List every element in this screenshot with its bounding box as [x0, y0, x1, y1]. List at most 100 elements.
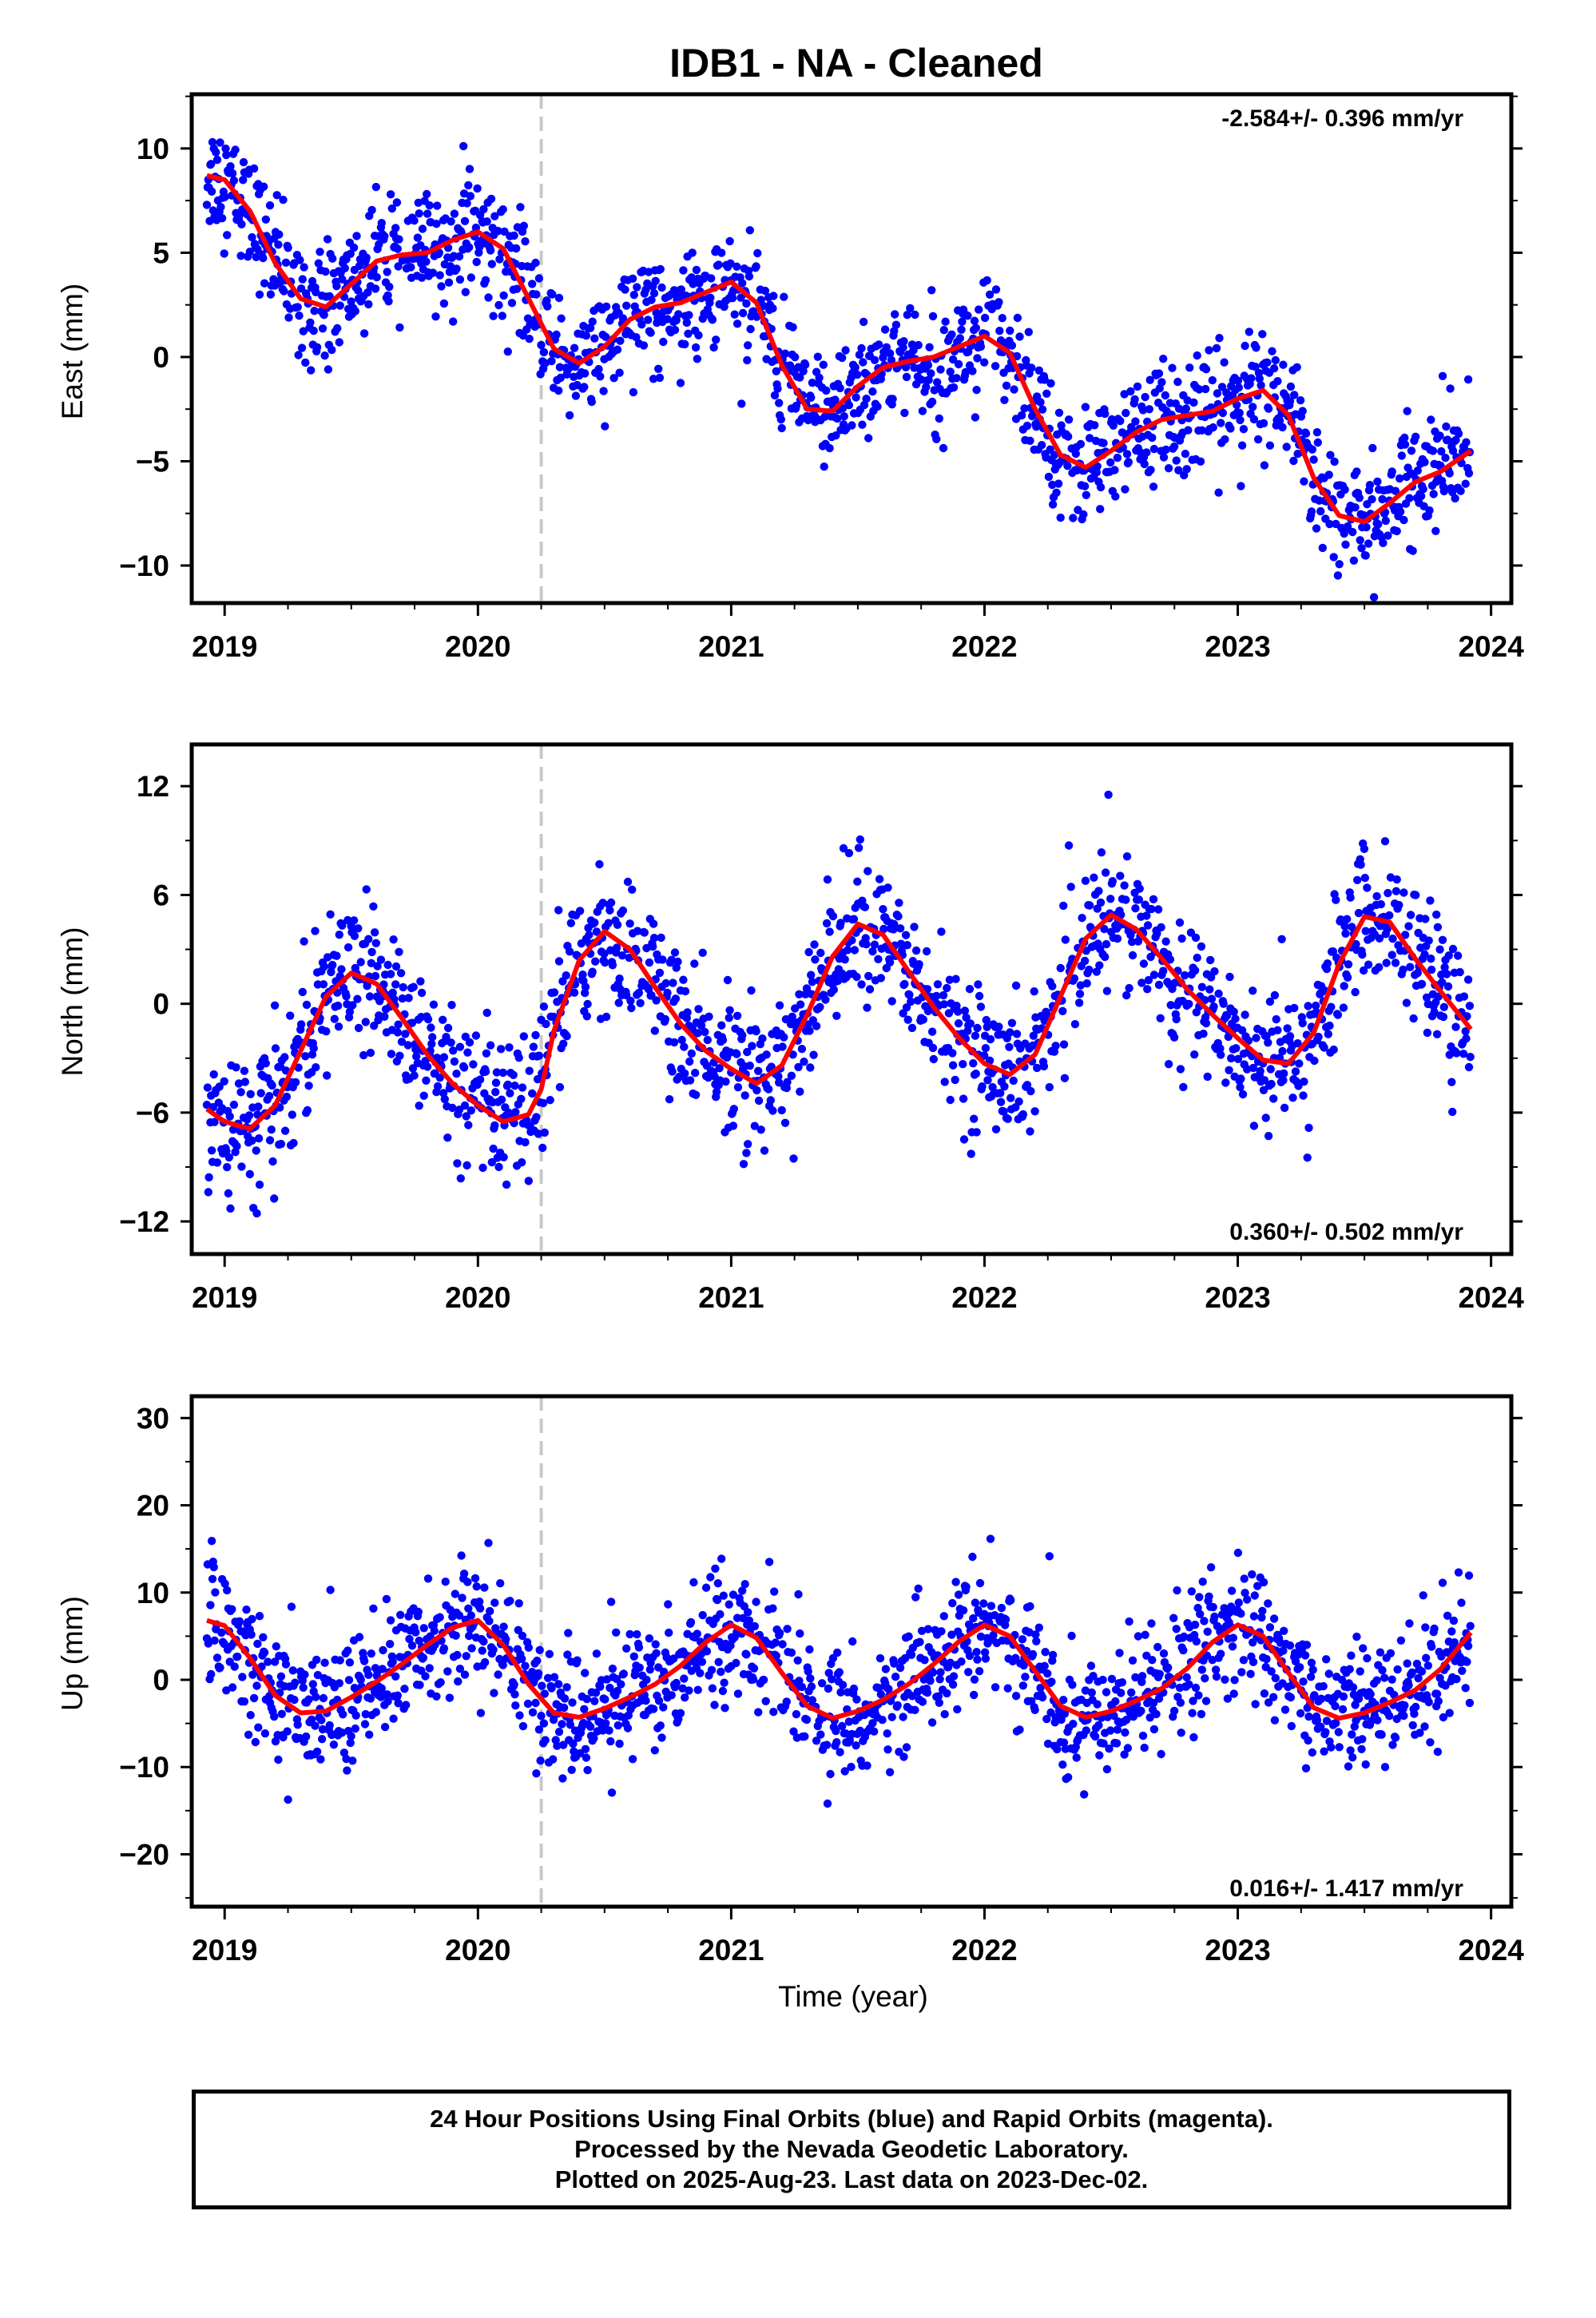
data-point: [1348, 1753, 1357, 1762]
data-point: [1337, 1675, 1347, 1685]
data-point: [870, 940, 879, 949]
data-point: [1278, 423, 1287, 432]
data-point: [1141, 392, 1149, 402]
data-point: [1205, 985, 1214, 994]
data-point: [1133, 382, 1142, 391]
data-point: [696, 1669, 705, 1677]
data-point: [1194, 1691, 1203, 1700]
data-point: [534, 274, 544, 283]
data-point: [985, 290, 995, 299]
data-point: [628, 274, 637, 283]
data-point: [270, 1001, 280, 1010]
data-point: [926, 1677, 935, 1685]
data-point: [1082, 979, 1091, 988]
data-point: [595, 859, 604, 869]
data-point: [312, 343, 322, 351]
data-point: [1126, 387, 1135, 396]
data-point: [398, 994, 407, 1003]
data-point: [1143, 985, 1152, 994]
data-point: [740, 1091, 749, 1100]
data-point: [463, 1578, 472, 1586]
data-point: [371, 939, 380, 948]
data-point: [1192, 1637, 1201, 1646]
data-point: [1259, 1086, 1268, 1095]
data-point: [952, 374, 961, 383]
data-point: [480, 1657, 490, 1667]
data-point: [1316, 1694, 1326, 1703]
data-point: [1210, 1612, 1219, 1621]
data-point: [237, 220, 246, 228]
data-point: [922, 947, 931, 956]
data-point: [300, 1670, 309, 1679]
data-point: [365, 1730, 374, 1739]
data-point: [1250, 1591, 1260, 1600]
data-point: [828, 911, 838, 921]
data-point: [372, 272, 381, 282]
data-point: [1262, 1654, 1271, 1664]
data-point: [1249, 1121, 1259, 1130]
data-point: [1448, 447, 1458, 455]
data-point: [267, 1125, 276, 1134]
data-point: [546, 1096, 554, 1105]
data-point: [1368, 443, 1377, 453]
x-tick-label: 2020: [445, 630, 510, 663]
data-point: [344, 1676, 354, 1685]
data-point: [346, 249, 355, 258]
data-point: [1176, 1698, 1185, 1707]
data-point: [838, 1721, 847, 1731]
data-point: [764, 1085, 773, 1094]
data-point: [1324, 1669, 1333, 1678]
data-point: [1168, 363, 1177, 372]
data-point: [927, 1027, 937, 1036]
data-point: [1030, 987, 1038, 996]
data-point: [1408, 546, 1417, 555]
data-point: [453, 1650, 462, 1660]
data-point: [905, 990, 914, 999]
data-point: [1074, 998, 1084, 1007]
rate-label: 0.360+/- 0.502 mm/yr: [1229, 1219, 1463, 1245]
data-point: [806, 1063, 815, 1072]
data-point: [1304, 1712, 1313, 1721]
data-point: [271, 1737, 280, 1746]
data-point: [280, 1126, 290, 1135]
data-point: [948, 1049, 957, 1058]
data-point: [1173, 1586, 1181, 1595]
y-tick-label: −5: [136, 445, 169, 478]
data-point: [1059, 1738, 1069, 1747]
data-point: [1117, 1689, 1126, 1697]
data-point: [935, 1698, 944, 1707]
data-point: [1243, 1595, 1252, 1604]
data-point: [423, 1014, 433, 1024]
data-point: [402, 1701, 411, 1709]
data-point: [1236, 1083, 1245, 1092]
data-point: [497, 1095, 506, 1104]
data-point: [1302, 1641, 1312, 1649]
data-point: [729, 1590, 738, 1599]
data-point: [946, 367, 955, 376]
data-point: [1361, 1760, 1370, 1769]
data-point: [923, 1688, 932, 1697]
data-point: [681, 1693, 689, 1702]
data-point: [812, 1737, 821, 1745]
data-point: [359, 1657, 369, 1665]
data-point: [529, 1042, 538, 1051]
data-point: [1409, 1014, 1418, 1023]
data-point: [1122, 450, 1132, 458]
data-point: [478, 1163, 487, 1173]
data-point: [1234, 383, 1244, 392]
data-point: [204, 1188, 212, 1197]
data-point: [1145, 375, 1154, 384]
data-point: [752, 262, 760, 271]
data-point: [1225, 972, 1234, 982]
data-point: [894, 912, 903, 921]
data-point: [1312, 524, 1321, 533]
data-point: [971, 323, 981, 332]
data-point: [1269, 1693, 1278, 1701]
data-point: [1360, 844, 1369, 854]
data-point: [587, 397, 596, 407]
data-point: [1131, 904, 1140, 913]
data-point: [844, 848, 854, 858]
data-point: [649, 1705, 658, 1713]
data-point: [1428, 447, 1438, 455]
data-point: [301, 358, 310, 367]
